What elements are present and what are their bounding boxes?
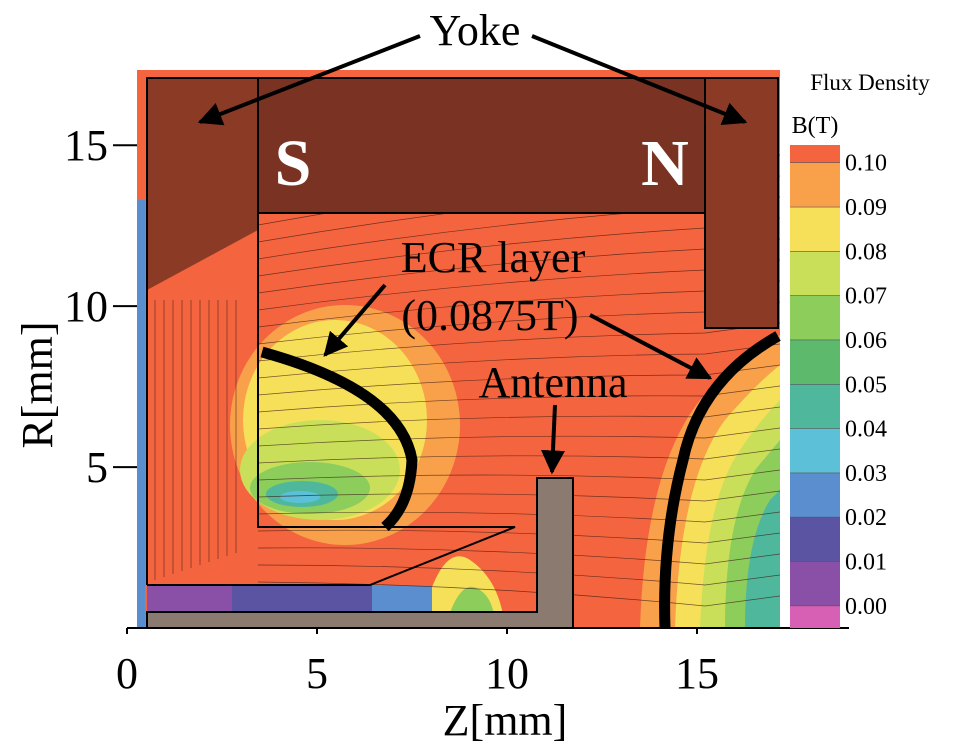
y-axis-label: R[mm] — [13, 321, 62, 448]
colorbar-band — [790, 251, 840, 295]
colorbar-label: B(T) — [792, 113, 839, 139]
colorbar-band — [790, 606, 840, 628]
colorbar-tick-label: 0.08 — [845, 239, 887, 265]
field-edge — [137, 200, 145, 628]
colorbar-tick-label: 0.04 — [845, 417, 887, 443]
magnet — [258, 78, 705, 213]
field-region — [280, 491, 320, 503]
x-tick-label: 10 — [485, 649, 529, 698]
annotation: S — [275, 127, 312, 200]
colorbar-band — [790, 340, 840, 384]
colorbar-tick-label: 0.01 — [845, 550, 887, 576]
field-region — [372, 585, 432, 612]
annotation: Yoke — [430, 6, 521, 55]
colorbar-tick-label: 0.06 — [845, 328, 887, 354]
colorbar-band — [790, 384, 840, 428]
annotation: N — [641, 127, 689, 200]
colorbar-band — [790, 145, 840, 163]
chart: Yoke S N ECR layer (0.0875T) Antenna Z[m… — [0, 0, 965, 745]
colorbar-title: Flux Density — [810, 70, 930, 95]
colorbar-tick-label: 0.05 — [845, 372, 887, 398]
x-tick-label: 5 — [306, 649, 328, 698]
field-region — [232, 585, 372, 612]
annotation: ECR layer — [401, 233, 586, 282]
colorbar-tick-label: 0.09 — [845, 195, 887, 221]
y-tick-label: 10 — [64, 282, 108, 331]
x-tick-label: 0 — [116, 649, 138, 698]
yoke — [705, 78, 778, 328]
x-tick-label: 15 — [675, 649, 719, 698]
colorbar-band — [790, 296, 840, 340]
colorbar-band — [790, 163, 840, 207]
colorbar-tick-label: 0.07 — [845, 284, 887, 310]
x-axis-label: Z[mm] — [443, 696, 568, 745]
colorbar-tick-label: 0.02 — [845, 505, 887, 531]
colorbar-band — [790, 562, 840, 606]
annotation: Antenna — [478, 358, 627, 407]
colorbar-tick-label: 0.00 — [845, 594, 887, 620]
annotation: (0.0875T) — [401, 291, 578, 340]
colorbar-band — [790, 517, 840, 561]
colorbar-band — [790, 429, 840, 473]
colorbar-band — [790, 473, 840, 517]
colorbar-tick-label: 0.10 — [845, 151, 887, 177]
field-region — [147, 585, 232, 612]
colorbar-band — [790, 207, 840, 251]
y-tick-label: 5 — [86, 443, 108, 492]
y-tick-label: 15 — [64, 121, 108, 170]
colorbar-tick-label: 0.03 — [845, 461, 887, 487]
